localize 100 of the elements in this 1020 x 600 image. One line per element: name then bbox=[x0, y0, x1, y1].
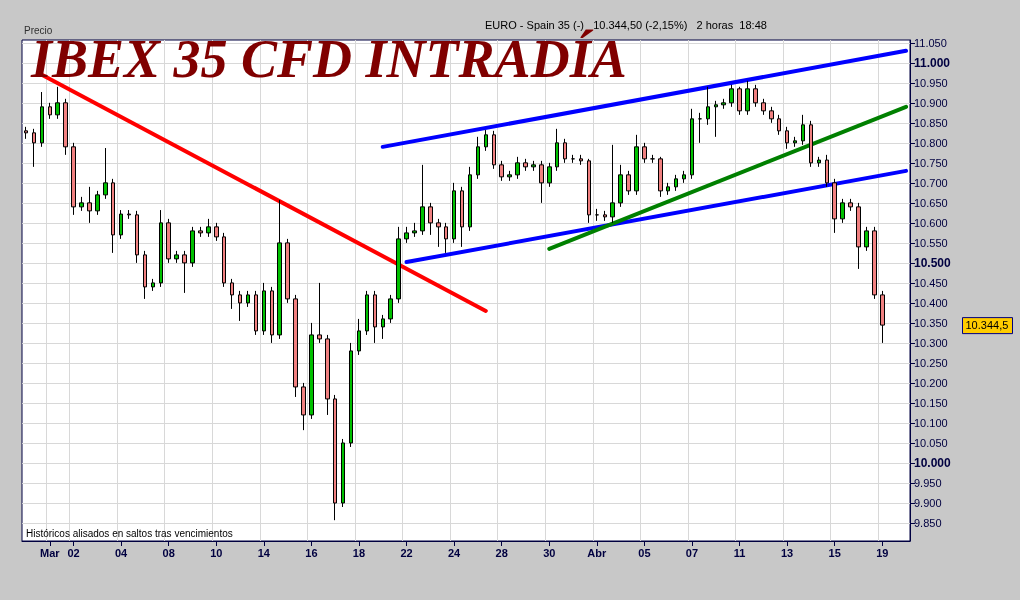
candlestick bbox=[151, 278, 155, 292]
y-tick-label: 9.850 bbox=[914, 516, 942, 529]
candlestick bbox=[159, 209, 163, 288]
y-tick-label: 10.200 bbox=[914, 376, 948, 389]
candlestick bbox=[579, 154, 583, 166]
x-tick-label: 02 bbox=[67, 546, 80, 559]
candlestick bbox=[666, 182, 670, 196]
candlestick bbox=[174, 250, 179, 264]
candlestick bbox=[127, 209, 131, 220]
candlestick bbox=[658, 156, 663, 198]
candlestick bbox=[618, 164, 623, 208]
candlestick bbox=[420, 164, 425, 236]
x-tick-label: 10 bbox=[210, 546, 223, 559]
candlestick bbox=[270, 286, 274, 344]
candlestick bbox=[801, 114, 805, 146]
candlestick bbox=[531, 160, 536, 172]
candlestick bbox=[563, 138, 567, 164]
y-tick-label: 10.050 bbox=[914, 436, 948, 449]
x-tick-label: 11 bbox=[733, 546, 746, 559]
y-tick-label: 10.750 bbox=[914, 156, 948, 169]
candlestick bbox=[515, 156, 520, 180]
y-tick-label: 10.650 bbox=[914, 196, 948, 209]
x-tick-label: 07 bbox=[685, 546, 699, 559]
candlestick bbox=[507, 170, 512, 182]
candlestick bbox=[777, 114, 781, 136]
candlestick bbox=[476, 136, 480, 180]
y-tick-label: 10.950 bbox=[914, 76, 948, 89]
candlestick bbox=[832, 178, 837, 234]
candlestick bbox=[277, 199, 282, 340]
candlestick bbox=[135, 210, 139, 264]
candlestick bbox=[555, 128, 559, 172]
candlestick bbox=[143, 250, 147, 300]
candlestick bbox=[396, 226, 401, 304]
x-tick-label: 16 bbox=[305, 546, 318, 559]
candlestick bbox=[737, 86, 742, 116]
candlestick bbox=[452, 182, 456, 244]
candlestick bbox=[111, 178, 115, 254]
candlestick bbox=[412, 222, 417, 238]
candlestick bbox=[674, 174, 678, 192]
x-tick-label: 22 bbox=[400, 546, 413, 559]
candlestick bbox=[872, 226, 877, 300]
y-tick-label: 10.400 bbox=[914, 296, 948, 309]
candlestick bbox=[254, 290, 258, 336]
candlestick bbox=[214, 222, 219, 242]
candlestick bbox=[428, 202, 433, 236]
candlestick bbox=[690, 108, 694, 180]
candlestick bbox=[365, 290, 369, 336]
y-tick-label: 10.500 bbox=[914, 255, 952, 270]
candlestick bbox=[190, 226, 195, 268]
candlestick bbox=[317, 282, 322, 344]
y-tick-label: 11.000 bbox=[914, 55, 951, 70]
candlestick bbox=[642, 142, 647, 164]
candlestick bbox=[682, 170, 686, 184]
x-tick-label: 28 bbox=[495, 546, 508, 559]
candlestick bbox=[825, 154, 829, 188]
candlestick bbox=[341, 438, 345, 508]
x-tick-label: 24 bbox=[447, 546, 462, 559]
y-tick-label: 10.100 bbox=[914, 416, 948, 429]
candlestick bbox=[848, 198, 853, 212]
candlestick bbox=[103, 147, 108, 200]
x-tick-label: 04 bbox=[114, 546, 129, 559]
candlestick bbox=[484, 129, 488, 152]
y-tick-label: 10.150 bbox=[914, 396, 948, 409]
candlestick bbox=[373, 290, 377, 344]
candlestick bbox=[444, 222, 448, 254]
candlestick bbox=[357, 318, 361, 356]
y-tick-label: 10.450 bbox=[914, 276, 948, 289]
candlestick bbox=[301, 382, 306, 431]
candlestick bbox=[729, 84, 734, 108]
candlestick bbox=[698, 112, 702, 144]
x-tick-label: Abr bbox=[587, 546, 608, 559]
candlestick bbox=[595, 208, 599, 222]
candlestick bbox=[880, 290, 885, 344]
candlestick bbox=[492, 130, 496, 170]
candlestick bbox=[166, 218, 171, 264]
candlestick bbox=[539, 160, 544, 204]
candlestick bbox=[785, 126, 789, 150]
x-tick-label: 13 bbox=[780, 546, 794, 559]
candlestick bbox=[293, 294, 298, 398]
y-tick-label: 10.900 bbox=[914, 96, 948, 109]
candlestick bbox=[587, 158, 591, 224]
y-tick-label: 11.050 bbox=[914, 36, 947, 49]
candlestick bbox=[333, 394, 337, 521]
candlestick bbox=[48, 102, 52, 120]
x-tick-label: 19 bbox=[876, 546, 889, 559]
candlestick bbox=[79, 196, 84, 212]
candlestick bbox=[721, 98, 726, 110]
candlestick bbox=[285, 238, 290, 304]
candlestick bbox=[24, 126, 28, 140]
y-axis-title: Precio bbox=[24, 24, 53, 36]
y-tick-label: 10.300 bbox=[914, 336, 948, 349]
y-tick-label: 10.600 bbox=[914, 216, 948, 229]
candlestick bbox=[753, 84, 758, 108]
candlestick bbox=[95, 190, 100, 216]
candlestick bbox=[793, 136, 797, 148]
candlestick bbox=[468, 166, 472, 232]
y-tick-label: 10.350 bbox=[914, 316, 948, 329]
candlestick bbox=[603, 210, 607, 222]
candlestick bbox=[769, 106, 774, 124]
y-tick-label: 10.550 bbox=[914, 236, 948, 249]
